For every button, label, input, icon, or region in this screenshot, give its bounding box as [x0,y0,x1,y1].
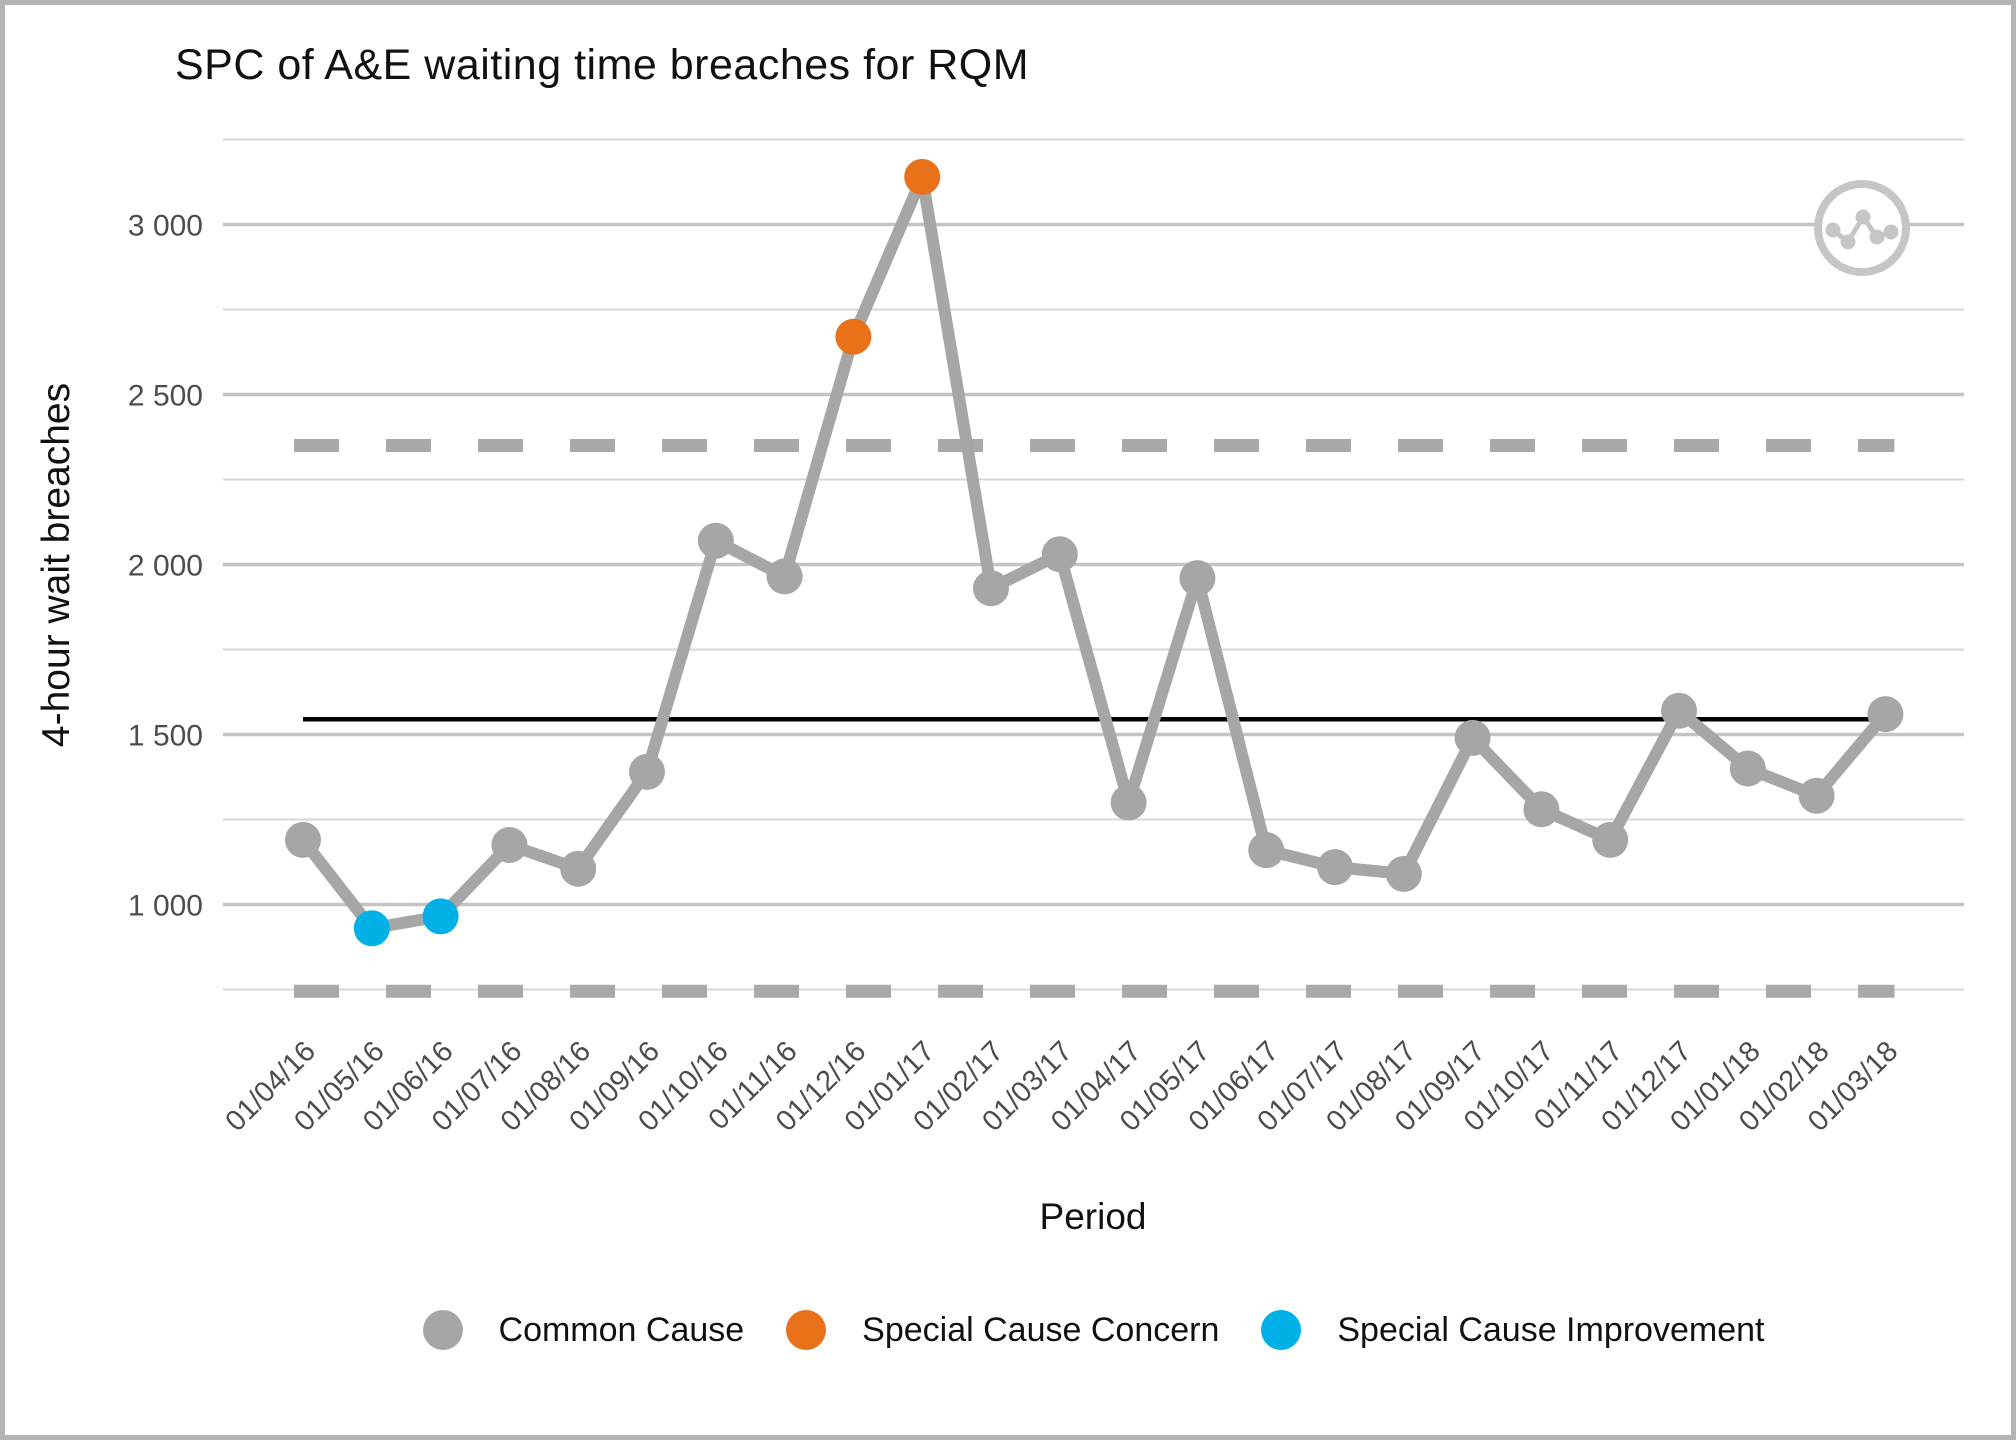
data-point [1798,777,1835,814]
data-point [422,898,459,935]
legend-item-special-cause-improvement: Special Cause Improvement [1261,1310,1764,1350]
data-point [285,821,321,858]
line-chart-badge-icon [1814,180,1910,276]
data-point [1592,821,1629,858]
special-cause-concern-dot-icon [786,1310,827,1350]
data-point [1317,849,1353,886]
svg-text:3 000: 3 000 [128,210,203,243]
data-point [835,318,872,355]
legend-label-special-cause-improvement: Special Cause Improvement [1337,1310,1765,1349]
data-point [1110,784,1147,821]
common-cause-dot-icon [422,1310,463,1350]
data-point [560,850,597,887]
legend-item-special-cause-concern: Special Cause Concern [786,1310,1219,1350]
x-tick-labels: 01/04/1601/05/1601/06/1601/07/1601/08/16… [219,1035,1904,1137]
svg-text:1 000: 1 000 [128,890,203,923]
svg-text:1 500: 1 500 [128,720,203,753]
legend-label-common-cause: Common Cause [498,1310,745,1349]
svg-text:2 000: 2 000 [128,550,203,583]
data-points [285,158,1904,947]
data-point [491,827,528,863]
y-tick-labels: 1 000 1 500 2 000 2 500 3 000 [128,210,203,923]
data-point [1523,791,1560,828]
x-axis-title: Period [1040,1196,1147,1237]
data-point [1041,536,1078,573]
spc-line-chart: 1 000 1 500 2 000 2 500 3 000 01/04/1601/05/1… [35,138,1964,1237]
legend-item-common-cause: Common Cause [422,1310,745,1350]
data-point [353,910,390,947]
data-point [1729,750,1766,787]
chart-title: SPC of A&E waiting time breaches for RQM [175,41,1030,89]
data-point [1248,832,1285,869]
legend: Common Cause Special Cause Concern Speci… [223,1310,1964,1350]
legend-label-special-cause-concern: Special Cause Concern [862,1310,1220,1349]
data-point [1661,692,1697,729]
y-axis-title: 4-hour wait breaches [35,383,78,747]
data-point [1454,719,1491,756]
data-point [697,522,734,559]
special-cause-improvement-dot-icon [1261,1310,1302,1350]
major-gridlines [223,222,1964,907]
data-point [1867,696,1904,733]
data-point [1179,560,1216,597]
data-point [904,158,941,195]
svg-text:2 500: 2 500 [128,380,203,413]
data-point [629,753,665,790]
series-line [298,170,1890,935]
data-point [766,558,803,595]
data-point [1385,855,1422,892]
data-point [973,570,1009,607]
